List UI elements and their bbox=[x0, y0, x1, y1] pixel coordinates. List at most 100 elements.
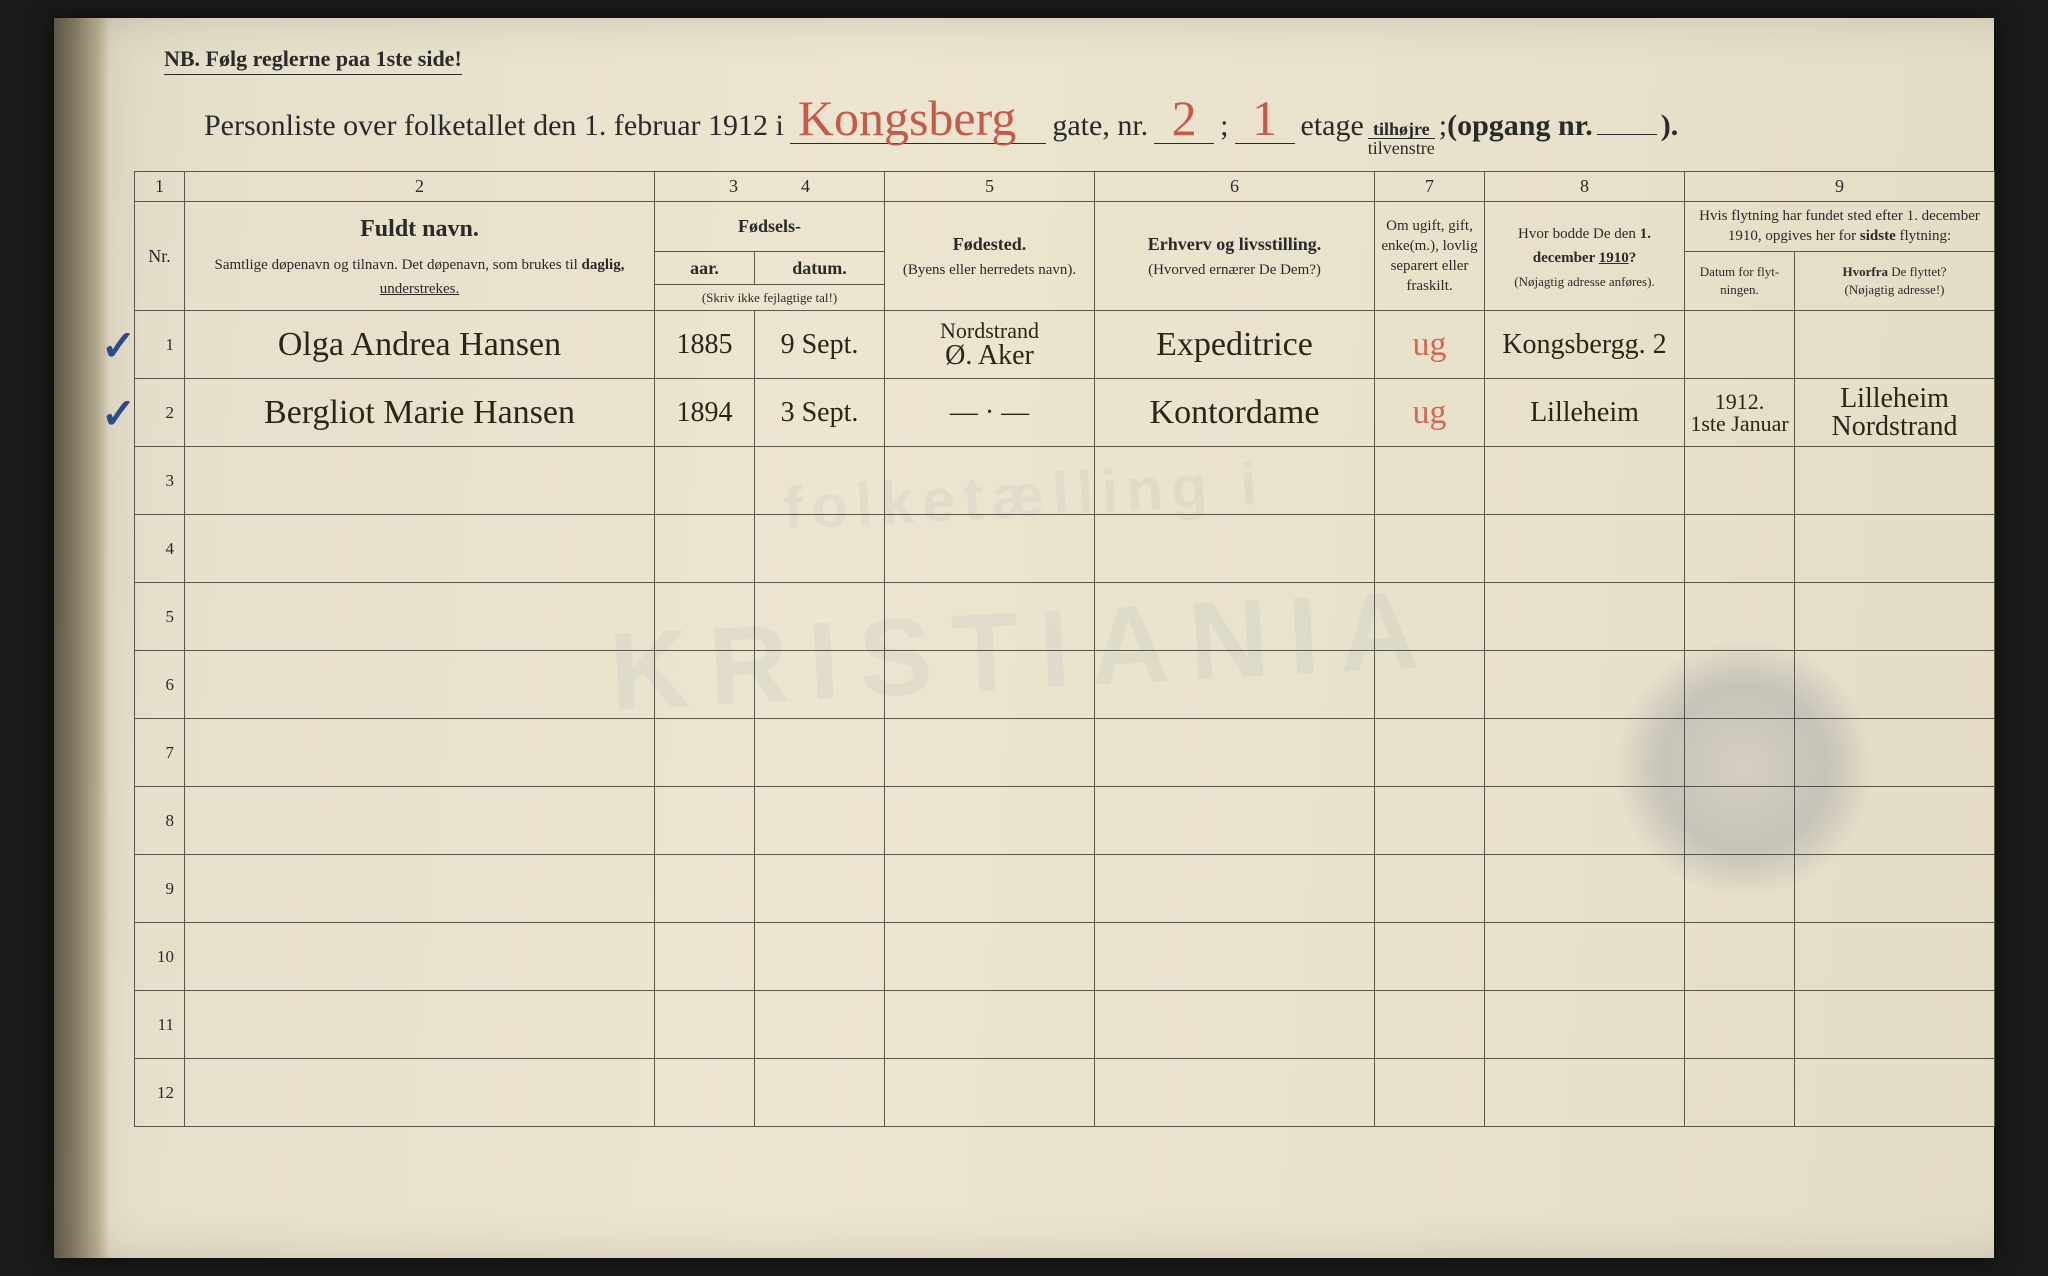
birthplace-handwritten: — · — bbox=[950, 399, 1029, 427]
row-number: 5 bbox=[135, 583, 185, 651]
opgang-label: (opgang nr. bbox=[1447, 109, 1593, 143]
table-row: 8 bbox=[135, 787, 1995, 855]
hdr-flyt-top: Hvis flytning har fundet sted efter 1. d… bbox=[1685, 202, 1995, 252]
semicolon: ; bbox=[1220, 109, 1228, 143]
cell-year bbox=[655, 719, 755, 787]
cell-occupation bbox=[1095, 1059, 1375, 1127]
cell-moved-date bbox=[1685, 651, 1795, 719]
cell-date bbox=[755, 515, 885, 583]
cell-name bbox=[185, 1059, 655, 1127]
civil-handwritten: ug bbox=[1413, 326, 1447, 363]
cell-civil bbox=[1375, 923, 1485, 991]
column-number-row: 1 2 3 4 5 6 7 8 9 bbox=[135, 172, 1995, 202]
cell-date bbox=[755, 991, 885, 1059]
cell-civil: ug bbox=[1375, 379, 1485, 447]
table-row: 10 bbox=[135, 923, 1995, 991]
cell-moved-from bbox=[1795, 651, 1995, 719]
cell-name bbox=[185, 719, 655, 787]
cell-moved-date bbox=[1685, 855, 1795, 923]
cell-occupation bbox=[1095, 991, 1375, 1059]
colnum-1: 1 bbox=[135, 172, 185, 202]
cell-occupation bbox=[1095, 719, 1375, 787]
row-number: 10 bbox=[135, 923, 185, 991]
street-name-handwritten: Kongsberg bbox=[790, 93, 1047, 144]
cell-year bbox=[655, 447, 755, 515]
cell-civil bbox=[1375, 991, 1485, 1059]
hdr-fodested-big: Fødested. bbox=[953, 234, 1027, 254]
cell-moved-from bbox=[1795, 719, 1995, 787]
row-number: 4 bbox=[135, 515, 185, 583]
cell-birthplace bbox=[885, 515, 1095, 583]
hdr-name-sub: Samtlige døpenavn og tilnavn. Det døpena… bbox=[215, 257, 625, 297]
cell-date bbox=[755, 719, 885, 787]
hdr-fodested-sub: (Byens eller herredets navn). bbox=[903, 262, 1076, 278]
cell-birthplace bbox=[885, 447, 1095, 515]
hdr-bodde-sub: (Nøjagtig adresse anføres). bbox=[1514, 274, 1654, 289]
cell-moved-from bbox=[1795, 311, 1995, 379]
cell-name bbox=[185, 787, 655, 855]
cell-birthplace bbox=[885, 855, 1095, 923]
opgang-close: ). bbox=[1661, 109, 1679, 143]
occupation-handwritten: Expeditrice bbox=[1156, 326, 1313, 363]
table-row: 7 bbox=[135, 719, 1995, 787]
cell-year bbox=[655, 651, 755, 719]
cell-moved-from bbox=[1795, 855, 1995, 923]
cell-birthplace: — · — bbox=[885, 379, 1095, 447]
cell-addr1910 bbox=[1485, 1059, 1685, 1127]
date-handwritten: 9 Sept. bbox=[781, 329, 859, 360]
moved-from-handwritten: Nordstrand bbox=[1832, 413, 1958, 441]
checkmark-icon: ✓ bbox=[101, 321, 136, 371]
cell-year: 1894 bbox=[655, 379, 755, 447]
semicolon2: ; bbox=[1439, 109, 1447, 143]
moved-from-top: Lilleheim bbox=[1840, 385, 1949, 413]
cell-addr1910: Kongsbergg. 2 bbox=[1485, 311, 1685, 379]
cell-date bbox=[755, 1059, 885, 1127]
cell-civil bbox=[1375, 583, 1485, 651]
cell-birthplace bbox=[885, 923, 1095, 991]
cell-birthplace bbox=[885, 719, 1095, 787]
row-number: 11 bbox=[135, 991, 185, 1059]
cell-moved-from bbox=[1795, 923, 1995, 991]
hdr-bodde-q: Hvor bodde De den 1. december 1910? bbox=[1518, 226, 1651, 266]
table-row: 9 bbox=[135, 855, 1995, 923]
title-prefix: Personliste over folketallet den 1. febr… bbox=[204, 109, 784, 143]
hdr-bodde: Hvor bodde De den 1. december 1910? (Nøj… bbox=[1485, 202, 1685, 311]
hdr-fodested: Fødested. (Byens eller herredets navn). bbox=[885, 202, 1095, 311]
colnum-2: 2 bbox=[185, 172, 655, 202]
cell-civil bbox=[1375, 515, 1485, 583]
addr1910-handwritten: Kongsbergg. 2 bbox=[1502, 329, 1666, 360]
row-number: 1✓ bbox=[135, 311, 185, 379]
hdr-name-big: Fuldt navn. bbox=[191, 213, 648, 245]
cell-addr1910: Lilleheim bbox=[1485, 379, 1685, 447]
cell-moved-date bbox=[1685, 583, 1795, 651]
table-row: 6 bbox=[135, 651, 1995, 719]
cell-addr1910 bbox=[1485, 651, 1685, 719]
gate-label: gate, nr. bbox=[1052, 109, 1148, 143]
cell-name bbox=[185, 991, 655, 1059]
cell-occupation bbox=[1095, 651, 1375, 719]
cell-birthplace bbox=[885, 651, 1095, 719]
cell-civil bbox=[1375, 719, 1485, 787]
cell-date: 9 Sept. bbox=[755, 311, 885, 379]
hdr-erhverv-big: Erhverv og livsstilling. bbox=[1148, 234, 1322, 254]
cell-name bbox=[185, 923, 655, 991]
cell-name: Bergliot Marie Hansen bbox=[185, 379, 655, 447]
cell-name: Olga Andrea Hansen bbox=[185, 311, 655, 379]
nb-instruction: NB. Følg reglerne paa 1ste side! bbox=[164, 46, 462, 75]
cell-birthplace bbox=[885, 583, 1095, 651]
cell-year bbox=[655, 787, 755, 855]
table-row: 3 bbox=[135, 447, 1995, 515]
hdr-flyt-fra: Hvorfra De flyttet?(Nøjagtig adresse!) bbox=[1795, 251, 1995, 311]
row-number: 6 bbox=[135, 651, 185, 719]
colnum-8: 8 bbox=[1485, 172, 1685, 202]
cell-occupation bbox=[1095, 923, 1375, 991]
cell-moved-date bbox=[1685, 447, 1795, 515]
cell-occupation bbox=[1095, 787, 1375, 855]
occupation-handwritten: Kontordame bbox=[1150, 394, 1320, 431]
name-handwritten: Olga Andrea Hansen bbox=[278, 326, 561, 363]
hdr-erhverv-sub: (Hvorved ernærer De Dem?) bbox=[1148, 262, 1321, 278]
hdr-name: Fuldt navn. Samtlige døpenavn og tilnavn… bbox=[185, 202, 655, 311]
cell-moved-from bbox=[1795, 447, 1995, 515]
year-handwritten: 1885 bbox=[677, 329, 733, 360]
etage-fraction: tilhøjre tilvenstre bbox=[1368, 120, 1435, 157]
